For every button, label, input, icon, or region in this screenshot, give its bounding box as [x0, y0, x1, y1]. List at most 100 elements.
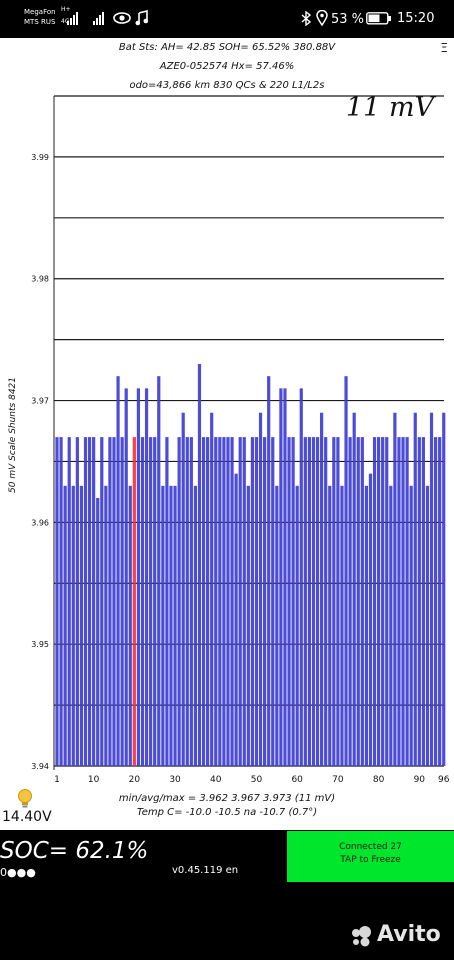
x-tick-labels: 1 10 20 30 40 50 60 70 80 90 96 — [54, 775, 450, 785]
cell-bar — [100, 437, 104, 766]
cell-bar — [250, 437, 255, 766]
signal-icon-2 — [93, 11, 107, 25]
cell-bar — [197, 364, 202, 766]
x-tick-label: 20 — [129, 775, 141, 785]
x-tick-label: 30 — [169, 775, 181, 785]
cell-bar — [263, 437, 267, 766]
cell-bar — [311, 437, 316, 766]
cell-bar — [438, 437, 442, 766]
menu-icon[interactable]: Ξ — [440, 41, 448, 55]
cell-bar — [157, 376, 161, 766]
cell-bar — [226, 437, 230, 766]
x-tick-label: 10 — [88, 775, 100, 785]
avito-watermark: Avito — [377, 922, 441, 947]
cell-bar — [230, 437, 234, 766]
cell-bar — [55, 437, 59, 766]
y-axis-label: 50 mV Scale Shunts 8421 — [8, 377, 18, 493]
battery-status-line: Bat Sts: AH= 42.85 SOH= 65.52% 380.88V — [118, 42, 336, 53]
cell-bar — [429, 412, 434, 766]
cell-bar — [87, 437, 92, 766]
cell-bar — [340, 485, 344, 766]
connected-count-label: Connected 27 — [339, 842, 402, 852]
x-tick-label: 40 — [210, 775, 222, 785]
cell-bar — [132, 437, 136, 766]
status-bar: MegaFon MTS RUS H+ 4G 53 % 15:20 — [0, 0, 454, 38]
cell-bar — [328, 485, 332, 766]
cell-bar — [336, 437, 340, 766]
cell-bar — [214, 437, 218, 766]
cell-bar — [442, 412, 446, 766]
cell-bar — [372, 437, 377, 766]
cell-bar — [332, 437, 336, 766]
y-tick-label: 3.99 — [31, 153, 49, 162]
tap-to-freeze-label: TAP to Freeze — [340, 855, 401, 865]
cell-bar — [149, 437, 153, 766]
cell-bar — [385, 437, 389, 766]
cell-bar — [189, 437, 193, 766]
cell-bar — [360, 437, 364, 766]
cell-spread-readout: 11 mV — [346, 92, 435, 123]
cell-bar — [116, 376, 120, 766]
soc-readout: SOC= 62.1% — [0, 838, 149, 864]
cell-bar — [258, 412, 263, 766]
cell-bar — [401, 437, 405, 766]
cell-bar — [112, 437, 116, 766]
clock-time: 15:20 — [397, 11, 435, 26]
cell-bar — [421, 437, 425, 766]
cell-bar — [222, 437, 226, 766]
cell-bar — [254, 437, 259, 766]
cell-bar — [381, 437, 385, 766]
cell-bar — [344, 376, 348, 766]
signal-icon-1 — [67, 11, 81, 25]
cell-bar — [279, 388, 283, 766]
cell-bar — [352, 412, 356, 766]
y-tick-label: 3.96 — [31, 518, 49, 527]
cell-bar — [193, 485, 198, 766]
cell-bar — [271, 437, 275, 766]
eye-icon — [113, 12, 131, 24]
x-tick-label: 90 — [414, 775, 426, 785]
vin-health-line: AZE0-052574 Hx= 57.46% — [159, 61, 295, 72]
cell-bar — [324, 437, 328, 766]
cell-bar — [275, 485, 279, 766]
cell-bar — [291, 437, 295, 766]
status-dots: 0●●● — [0, 866, 36, 879]
temperature-line: Temp C= -10.0 -10.5 na -10.7 (0.7°) — [136, 807, 318, 818]
x-tick-label: 80 — [373, 775, 385, 785]
cell-bar — [140, 437, 145, 766]
cell-bar — [96, 498, 100, 766]
bottom-area — [0, 886, 454, 960]
y-tick-label: 3.95 — [31, 640, 49, 649]
cell-bar — [434, 437, 438, 766]
cell-bar — [397, 437, 401, 766]
cell-bar — [59, 437, 63, 766]
cell-bar — [234, 473, 238, 766]
x-tick-label: 60 — [291, 775, 303, 785]
cell-bar — [283, 388, 287, 766]
battery-percent: 53 % — [331, 12, 365, 27]
cell-bar — [63, 485, 67, 766]
music-note-icon — [135, 10, 149, 26]
cell-bar — [75, 437, 79, 766]
cell-bar — [124, 388, 128, 766]
cell-bar — [417, 437, 421, 766]
battery-status-header: Bat Sts: AH= 42.85 SOH= 65.52% 380.88V A… — [0, 38, 454, 96]
cell-bar — [405, 437, 409, 766]
connection-freeze-button[interactable]: Connected 27 TAP to Freeze — [287, 831, 454, 882]
cell-bar — [104, 485, 108, 766]
y-tick-labels: 3.94 3.95 3.96 3.97 3.98 3.99 — [31, 153, 49, 771]
y-tick-label: 3.98 — [31, 275, 49, 284]
cell-bar — [389, 485, 393, 766]
cell-bar — [295, 485, 299, 766]
cell-bar — [377, 437, 381, 766]
x-tick-label: 1 — [54, 775, 60, 785]
cell-bar — [368, 473, 373, 766]
carrier-line-2: MTS RUS — [24, 18, 56, 26]
cell-bar — [71, 485, 75, 766]
cell-voltage-chart: 3.94 3.95 3.96 3.97 3.98 3.99 1 10 20 30 40 50 60 70… — [8, 95, 450, 785]
cell-bar — [299, 388, 303, 766]
cell-bar — [185, 437, 189, 766]
cell-bar — [128, 485, 132, 766]
cell-bar — [153, 437, 157, 766]
lightbulb-icon[interactable] — [16, 788, 34, 810]
